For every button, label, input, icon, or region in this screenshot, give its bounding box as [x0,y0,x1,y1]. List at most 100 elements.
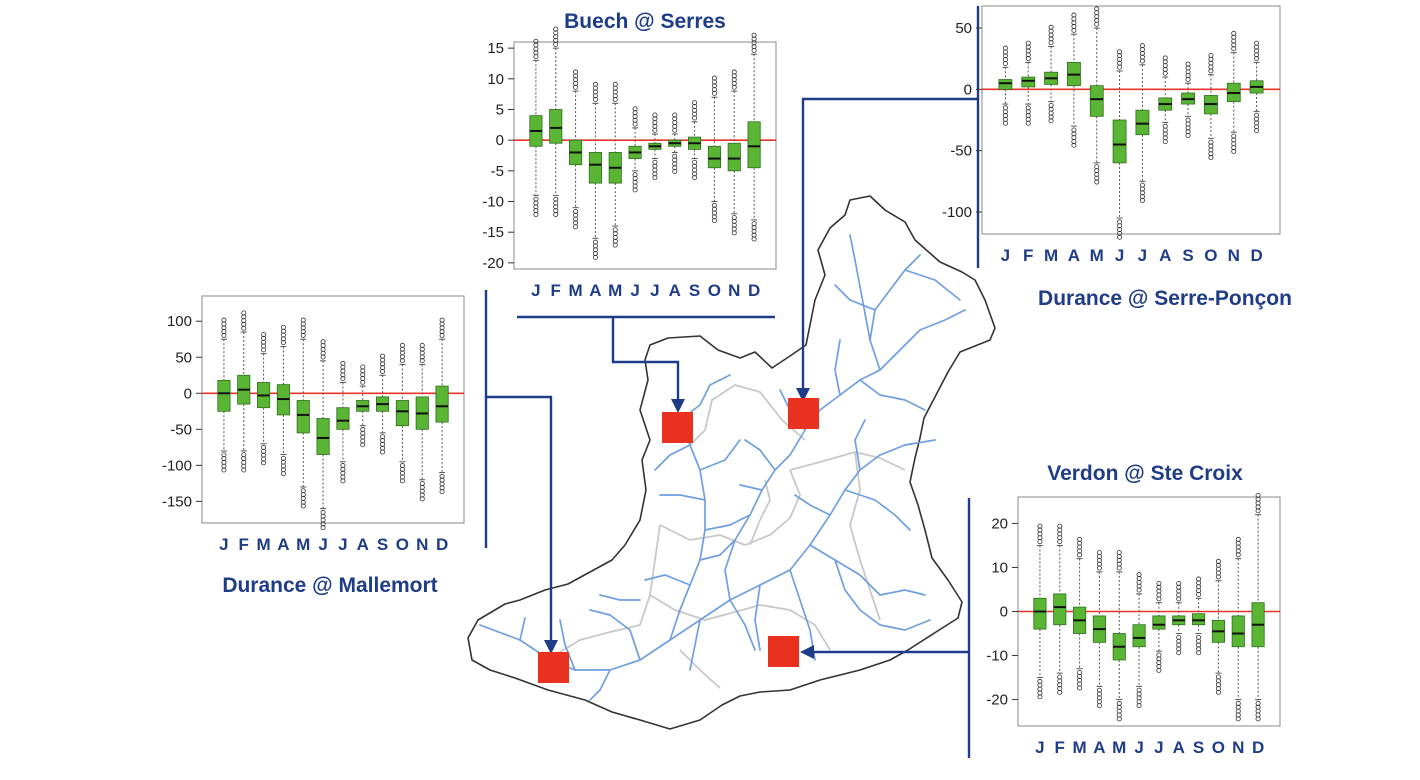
station-marker-durance-serreponcon[interactable] [788,398,819,429]
x-tick-label: M [296,535,310,554]
box-iqr [336,407,350,430]
box-month-9 [376,353,390,455]
outlier-point [1048,24,1054,30]
outlier-point [632,106,638,112]
outlier-point [1096,550,1102,556]
basin-map [467,195,996,730]
outlier-point [1077,536,1083,542]
chart-title-durance-mallemort: Durance @ Mallemort [222,574,437,597]
outlier-point [1235,716,1241,722]
y-tick-label: -100 [162,457,192,474]
y-tick-label: 50 [955,20,972,37]
box-month-2 [237,310,251,473]
outlier-point [672,169,678,175]
y-tick-label: 0 [184,385,192,402]
x-tick-label: A [1159,246,1171,265]
x-tick-label: D [1252,738,1264,757]
outlier-point [1117,49,1123,55]
outlier-point [1185,132,1191,138]
x-tick-label: A [277,535,289,554]
box-month-7 [648,112,662,181]
y-tick-label: 0 [1000,604,1008,621]
box-month-1 [998,45,1013,126]
box-month-3 [1073,536,1087,691]
box-month-9 [688,100,702,181]
outlier-point [320,525,326,531]
y-tick-label: 10 [487,71,504,88]
box-iqr [998,79,1013,90]
x-tick-label: N [1228,246,1240,265]
box-month-4 [276,324,290,477]
x-tick-label: O [1212,738,1225,757]
box-iqr [588,152,602,184]
outlier-point [300,317,306,323]
x-tick-label: J [531,281,540,300]
outlier-point [1117,234,1123,240]
outlier-point [573,224,579,230]
connector-mallemort [484,290,553,640]
box-month-10 [1204,52,1218,161]
station-marker-verdon-stecroix[interactable] [768,636,799,667]
outlier-point [399,478,405,484]
arrowheads [544,388,814,659]
station-marker-durance-mallemort[interactable] [538,652,569,683]
outlier-point [261,332,267,338]
box-month-2 [1021,40,1036,126]
outlier-point [1254,40,1260,46]
outlier-point [553,211,559,217]
outlier-point [751,32,757,38]
box-month-1 [529,38,543,217]
outlier-point [592,81,598,87]
outlier-point [340,478,346,484]
outlier-point [1071,142,1077,148]
box-month-2 [1053,523,1067,695]
basin-outline [467,195,996,730]
outlier-point [1077,685,1083,691]
arrow-head-icon [544,640,558,654]
y-tick-label: 10 [991,559,1008,576]
outlier-point [632,187,638,193]
chart-title-verdon-stecroix: Verdon @ Ste Croix [1047,462,1243,485]
x-tick-label: O [708,281,721,300]
box-month-7 [1152,580,1166,673]
box-month-6 [628,106,642,193]
outlier-point [652,175,658,181]
y-tick-label: -150 [162,493,192,510]
x-tick-label: D [748,281,760,300]
connectors [484,6,980,758]
connector-verdon [812,498,971,758]
outlier-point [1048,118,1054,124]
box-iqr [316,418,330,455]
x-tick-label: J [1134,738,1143,757]
box-month-8 [1172,580,1186,656]
box-month-12 [435,317,449,495]
x-tick-label: M [1044,246,1058,265]
outlier-point [553,26,559,32]
outlier-point [1185,61,1191,67]
box-month-4 [588,81,602,260]
box-iqr [747,121,761,169]
y-tick-label: -20 [482,255,504,272]
box-month-5 [608,81,622,248]
x-tick-label: A [1068,246,1080,265]
y-tick-label: -10 [482,194,504,211]
station-marker-buech-serres[interactable] [662,412,693,443]
y-tick-label: -50 [170,421,192,438]
box-month-12 [1249,40,1264,134]
station-markers [538,398,819,683]
box-month-5 [1112,550,1126,722]
outlier-point [340,360,346,366]
box-iqr [1021,76,1036,88]
arrow-head-icon [796,388,810,402]
x-tick-label: M [256,535,270,554]
x-tick-label: A [357,535,369,554]
x-tick-label: M [568,281,582,300]
outlier-point [1156,667,1162,673]
outlier-point [1037,523,1043,529]
x-tick-label: F [239,535,249,554]
outlier-point [1255,716,1261,722]
outlier-point [360,442,366,448]
outlier-point [439,317,445,323]
outlier-point [439,489,445,495]
